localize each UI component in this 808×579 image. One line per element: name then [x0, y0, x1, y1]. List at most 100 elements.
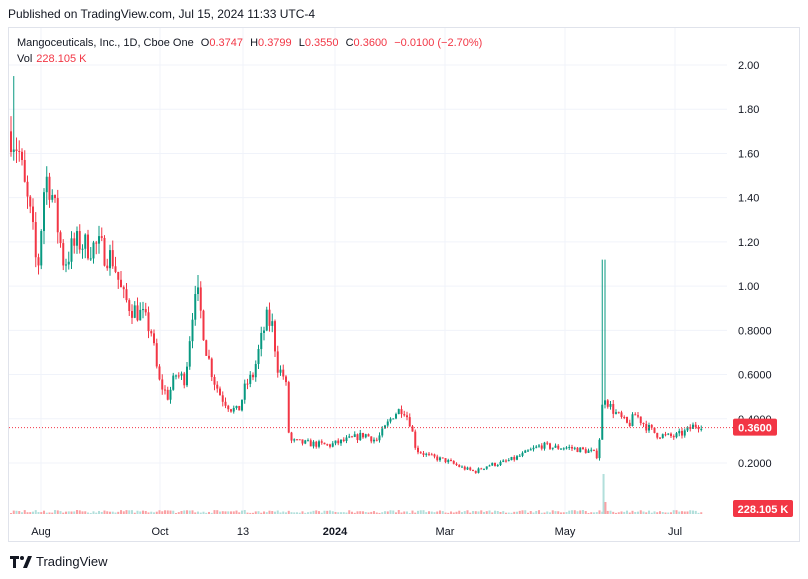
- volume-bar: [202, 511, 205, 514]
- volume-bar: [683, 511, 686, 514]
- candle-body: [389, 418, 392, 422]
- volume-bar: [364, 512, 367, 514]
- candle-body: [257, 349, 260, 365]
- volume-bar: [480, 510, 483, 514]
- candle-body: [463, 466, 466, 470]
- candle-body: [516, 456, 518, 460]
- candle-body: [675, 433, 678, 438]
- volume-bar: [84, 511, 87, 514]
- candle-body: [133, 305, 136, 318]
- volume-bar: [661, 511, 664, 514]
- volume-spike: [604, 502, 607, 514]
- volume-bar: [276, 510, 279, 514]
- candle-body: [444, 458, 447, 463]
- candle-body: [120, 279, 122, 288]
- last-volume-text: 228.105 K: [738, 504, 789, 516]
- candle-body: [425, 453, 428, 455]
- volume-bar: [120, 510, 122, 514]
- candle-body: [252, 374, 254, 378]
- candle-body: [268, 309, 271, 326]
- volume-bar: [131, 510, 133, 514]
- candle-body: [642, 422, 645, 425]
- volume-bar: [686, 511, 689, 514]
- candle-body: [329, 444, 331, 447]
- volume-bar: [499, 511, 502, 514]
- candle-body: [161, 379, 164, 390]
- volume-bar: [538, 510, 540, 514]
- volume-bar: [568, 510, 571, 514]
- candle-body: [400, 409, 403, 415]
- volume-bar: [375, 512, 378, 514]
- volume-bar: [348, 510, 351, 514]
- volume-bar: [650, 512, 653, 514]
- volume-bar: [496, 511, 499, 514]
- candle-body: [155, 343, 158, 367]
- volume-bar: [694, 510, 697, 514]
- volume-bar: [153, 512, 155, 514]
- candle-body: [507, 460, 510, 462]
- volume-bar: [653, 511, 656, 514]
- candle-body: [32, 206, 34, 223]
- volume-bar: [584, 511, 587, 514]
- volume-bar: [381, 512, 384, 514]
- volume-bar: [386, 511, 389, 514]
- candle-body: [397, 409, 400, 415]
- volume-bar: [10, 512, 12, 514]
- candle-body: [670, 433, 672, 437]
- volume-bar: [106, 511, 109, 514]
- candle-body: [208, 355, 210, 359]
- candle-body: [458, 465, 461, 467]
- volume-bar: [260, 512, 263, 514]
- volume-bar: [617, 512, 620, 514]
- candle-body: [23, 160, 26, 182]
- volume-bar: [249, 512, 252, 514]
- candle-body: [18, 150, 21, 152]
- high-label: H: [250, 37, 259, 49]
- volume-bar: [422, 510, 425, 514]
- candle-body: [271, 321, 274, 326]
- tradingview-logo[interactable]: TradingView: [10, 554, 108, 569]
- volume-bar: [26, 512, 29, 514]
- candle-body: [573, 447, 576, 449]
- volume-bar: [87, 512, 89, 514]
- candle-body: [51, 195, 54, 200]
- candle-body: [298, 439, 301, 441]
- candle-body: [56, 198, 59, 233]
- candle-body: [477, 468, 480, 473]
- candle-body: [356, 434, 359, 441]
- volume-bar: [304, 512, 307, 514]
- candle-body: [455, 463, 458, 466]
- candle-body: [15, 149, 18, 151]
- candle-body: [659, 437, 661, 439]
- volume-bar: [268, 510, 271, 514]
- volume-legend: Vol 228.105 K: [17, 53, 86, 65]
- candle-body: [480, 468, 483, 470]
- volume-bar: [139, 511, 142, 514]
- volume-bar: [254, 511, 257, 514]
- high-value: 0.3799: [258, 37, 292, 49]
- volume-bar: [12, 510, 15, 514]
- volume-bar: [430, 511, 433, 514]
- candle-body: [466, 467, 469, 470]
- candle-body: [114, 266, 117, 272]
- volume-bar: [334, 511, 337, 514]
- volume-bar: [287, 510, 290, 514]
- volume-bar: [411, 510, 414, 514]
- volume-bar: [136, 510, 139, 514]
- volume-bar: [601, 511, 604, 514]
- candle-body: [81, 248, 84, 250]
- volume-bar: [612, 511, 615, 514]
- x-tick-label: 2024: [323, 526, 348, 538]
- volume-bar: [639, 510, 642, 514]
- chart-panel: [8, 27, 800, 542]
- volume-bar: [502, 511, 505, 514]
- candle-body: [441, 457, 444, 459]
- candle-body: [683, 430, 686, 436]
- volume-bar: [656, 512, 659, 514]
- volume-bar: [606, 510, 609, 514]
- candle-body: [417, 447, 419, 453]
- candle-body: [681, 430, 683, 436]
- volume-bar: [488, 510, 491, 514]
- volume-bar: [285, 512, 287, 514]
